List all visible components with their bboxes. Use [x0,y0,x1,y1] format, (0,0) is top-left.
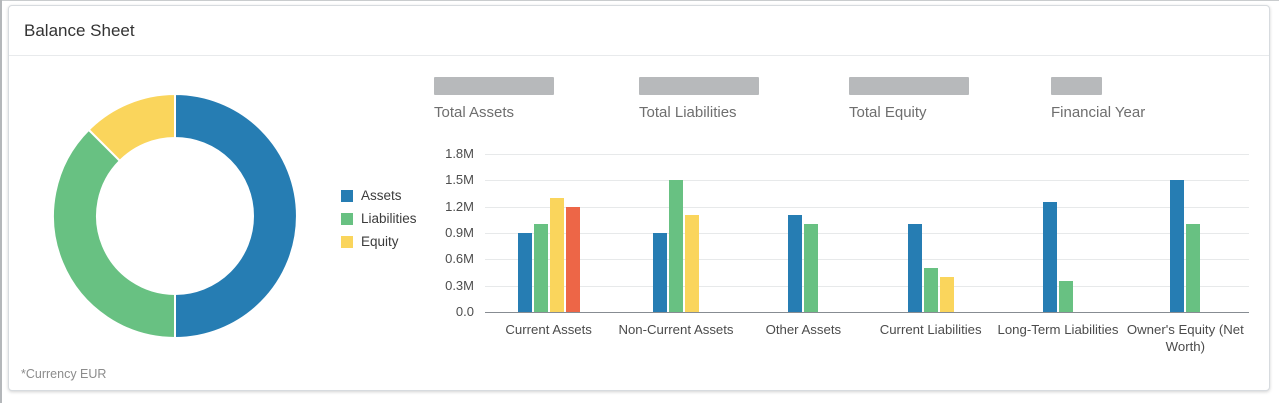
bar-long-term-liabilities-assets[interactable] [1043,202,1057,312]
x-axis-category-label: Current Liabilities [879,322,982,337]
kpi-value-placeholder [434,77,554,95]
bar-current-assets-assets[interactable] [517,233,532,312]
legend-item-assets[interactable]: Assets [341,188,417,203]
y-axis-tick-label: 0.6M [445,251,474,267]
x-axis-line [485,312,1249,313]
donut-slice-equity[interactable] [87,93,176,163]
legend-swatch-equity [341,235,353,248]
y-axis-tick-label: 1.5M [445,172,474,188]
legend-swatch-assets [341,189,353,202]
card-header: Balance Sheet [9,6,1269,56]
page-left-border [0,0,2,403]
kpi-total-equity[interactable]: Total Equity [849,77,969,121]
gridline [485,206,1249,208]
kpi-total-assets[interactable]: Total Assets [434,77,554,121]
legend-item-equity[interactable]: Equity [341,234,417,249]
bar-non-current-assets-assets[interactable] [653,233,667,312]
bar-other-assets-liabilities[interactable] [804,224,819,312]
kpi-label: Total Liabilities [639,104,737,121]
bar-current-liabilities-equity[interactable] [939,277,954,312]
gridline [485,233,1249,234]
kpi-total-liabilities[interactable]: Total Liabilities [639,77,759,121]
donut-slice-liabilities[interactable] [52,128,176,339]
bar-group-long-term-liabilities [1043,154,1073,312]
gridline [485,154,1249,155]
chart-legend: Assets Liabilities Equity [341,188,417,258]
bar-other-assets-assets[interactable] [788,215,803,312]
bar-current-assets-equity[interactable] [549,198,564,312]
legend-label: Equity [361,234,399,249]
legend-label: Liabilities [361,211,417,226]
kpi-financial-year[interactable]: Financial Year [1051,77,1145,121]
y-axis-tick-label: 1.8M [445,146,474,161]
bar-long-term-liabilities-liabilities[interactable] [1059,281,1073,312]
gridline [485,285,1249,287]
bar-owner-s-equity-net-worth-liabilities[interactable] [1186,224,1201,312]
kpi-label: Total Equity [849,104,927,121]
bar-group-other-assets [788,154,819,312]
x-axis-category-label: Non-Current Assets [618,322,734,337]
currency-note: *Currency EUR [21,367,107,381]
kpi-value-placeholder [639,77,759,95]
bar-owner-s-equity-net-worth-assets[interactable] [1170,180,1185,312]
y-axis-tick-label: 0.0 [455,304,474,319]
bar-group-current-liabilities [907,154,954,312]
kpi-label: Total Assets [434,104,515,121]
balance-sheet-card: Balance Sheet Assets Liabilities Equity To… [8,5,1270,391]
bar-non-current-assets-liabilities[interactable] [669,180,683,312]
bar-group-current-assets [517,154,580,312]
x-axis-category-label: Long-Term Liabilities [997,322,1119,337]
donut-chart[interactable] [52,93,298,339]
x-axis-category-label: Other Assets [765,322,842,337]
gridline [485,259,1249,261]
y-axis-tick-label: 1.2M [445,198,474,214]
page-title: Balance Sheet [24,20,135,40]
gridline [485,180,1249,182]
kpi-value-placeholder [849,77,969,95]
legend-swatch-liabilities [341,212,353,225]
kpi-label: Financial Year [1051,104,1146,121]
bar-group-owner-s-equity-net-worth [1170,154,1201,312]
legend-item-liabilities[interactable]: Liabilities [341,211,417,226]
bar-current-assets-liabilities[interactable] [533,224,548,312]
bar-current-liabilities-assets[interactable] [907,224,922,312]
legend-label: Assets [361,188,402,203]
y-axis-tick-label: 0.9M [445,225,474,240]
bar-non-current-assets-equity[interactable] [685,215,699,312]
x-axis-category-label: Owner's Equity (Net Worth) [1126,322,1244,355]
x-axis-category-label: Current Assets [505,322,592,337]
kpi-value-placeholder [1051,77,1102,95]
page-top-border [0,0,1279,1]
bar-current-assets-unlabeled[interactable] [565,207,580,312]
bar-current-liabilities-liabilities[interactable] [923,268,938,312]
y-axis-tick-label: 0.3M [445,277,474,293]
bar-group-non-current-assets [653,154,699,312]
donut-slice-assets[interactable] [174,93,298,339]
